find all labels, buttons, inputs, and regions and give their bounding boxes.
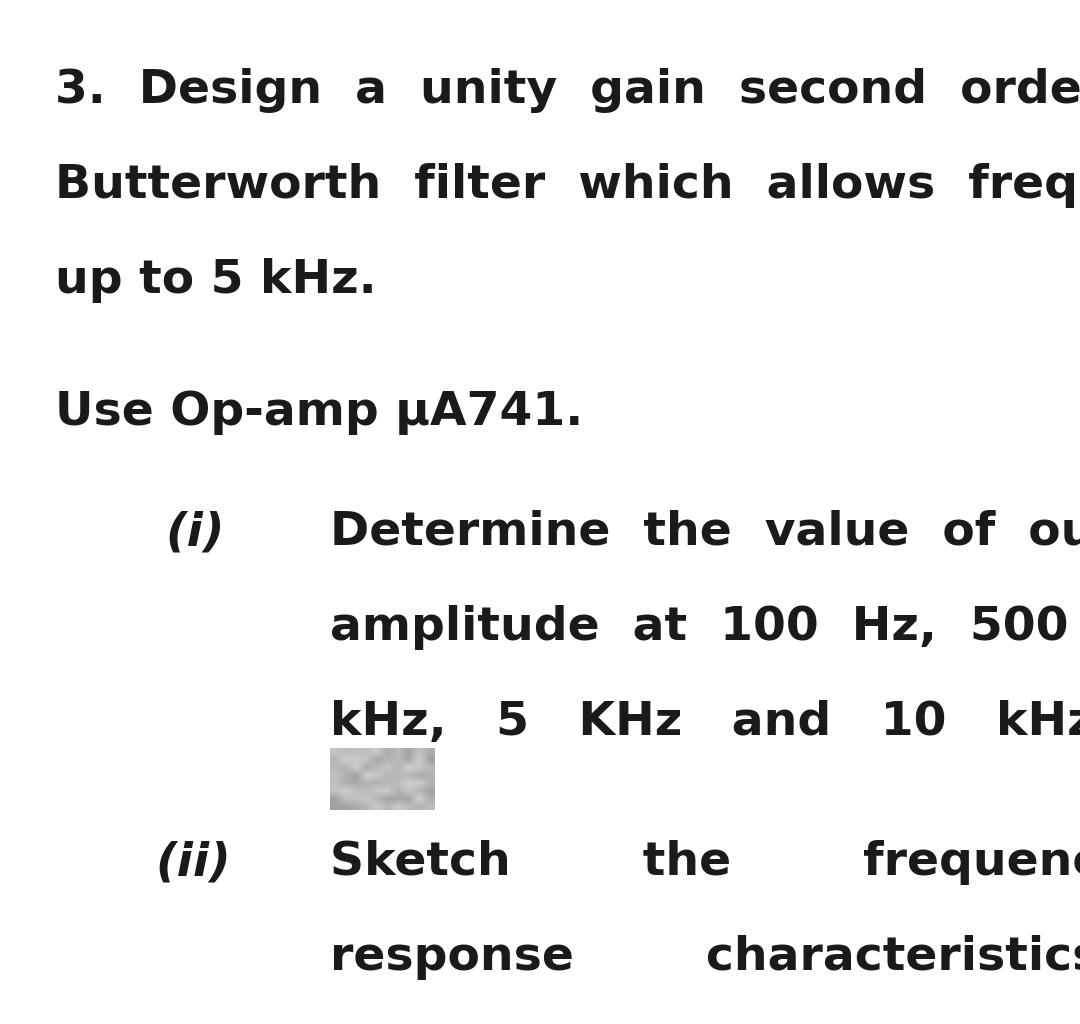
Text: 3.  Design  a  unity  gain  second  order: 3. Design a unity gain second order — [55, 68, 1080, 113]
Text: Sketch        the        frequency: Sketch the frequency — [330, 840, 1080, 885]
Text: Determine  the  value  of  output: Determine the value of output — [330, 510, 1080, 555]
Text: kHz,   5   KHz   and   10   kHz.: kHz, 5 KHz and 10 kHz. — [330, 700, 1080, 745]
Text: up to 5 kHz.: up to 5 kHz. — [55, 258, 377, 303]
Text: Butterworth  filter  which  allows  frequency: Butterworth filter which allows frequenc… — [55, 163, 1080, 208]
Text: amplitude  at  100  Hz,  500  Hz,  1: amplitude at 100 Hz, 500 Hz, 1 — [330, 605, 1080, 650]
Text: response        characteristics.: response characteristics. — [330, 935, 1080, 980]
Text: Use Op-amp μA741.: Use Op-amp μA741. — [55, 390, 583, 435]
Text: (i): (i) — [165, 510, 225, 555]
Text: (ii): (ii) — [156, 840, 231, 885]
